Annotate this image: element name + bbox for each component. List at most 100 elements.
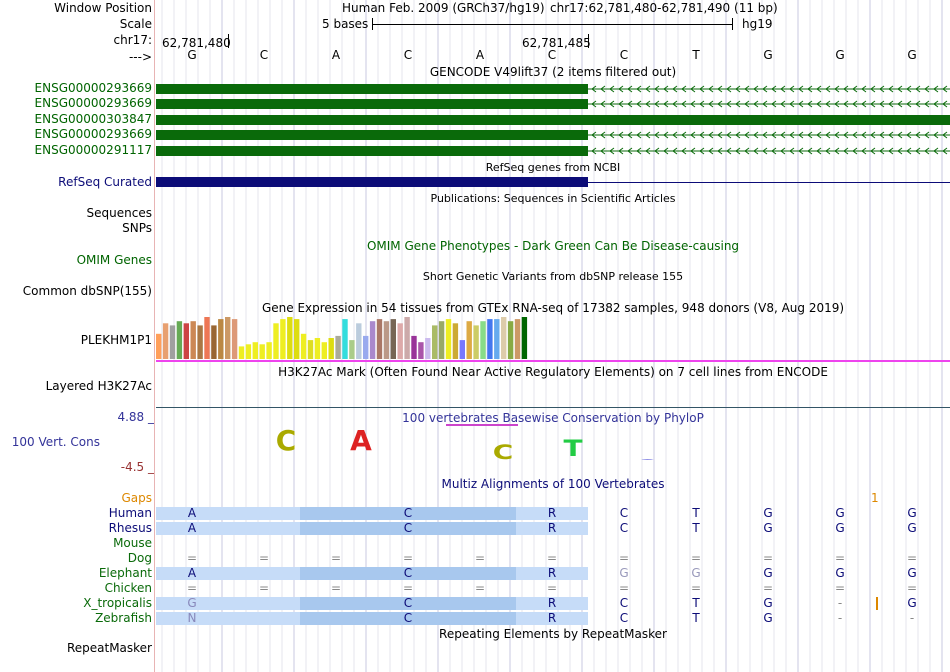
snps-label[interactable]: SNPs — [122, 221, 152, 235]
multiz-cell: G — [763, 521, 773, 535]
coord-right: 62,781,485 — [522, 36, 591, 50]
gtex-bar — [176, 321, 183, 359]
base-9: G — [835, 48, 845, 62]
gtex-bar — [507, 321, 514, 359]
refseq-gene-bar[interactable] — [156, 177, 588, 187]
gencode-item-label[interactable]: ENSG00000293669 — [34, 96, 152, 110]
dbsnp-label[interactable]: Common dbSNP(155) — [22, 284, 152, 298]
multiz-block-light — [516, 567, 588, 580]
multiz-cell: C — [403, 566, 413, 580]
track-label-border — [154, 0, 155, 672]
repeatmasker-label[interactable]: RepeatMasker — [66, 641, 152, 655]
gencode-item-label[interactable]: ENSG00000293669 — [34, 81, 152, 95]
repeatmasker-title[interactable]: Repeating Elements by RepeatMasker — [439, 627, 667, 641]
multiz-cell: A — [187, 506, 197, 520]
multiz-species-label[interactable]: Zebrafish — [95, 611, 152, 625]
base-2: A — [331, 48, 341, 62]
multiz-cell: C — [403, 596, 413, 610]
gencode-item-label[interactable]: ENSG00000293669 — [34, 127, 152, 141]
base-0: G — [187, 48, 197, 62]
multiz-cell: R — [547, 596, 557, 610]
assembly-text[interactable]: Human Feb. 2009 (GRCh37/hg19) — [342, 1, 545, 15]
omim-label[interactable]: OMIM Genes — [76, 253, 152, 267]
multiz-title[interactable]: Multiz Alignments of 100 Vertebrates — [441, 477, 665, 491]
multiz-block-light — [156, 522, 300, 535]
gtex-bar — [273, 323, 279, 359]
multiz-cell: R — [547, 521, 557, 535]
gencode-exon-bar[interactable] — [156, 130, 588, 140]
multiz-cell: = — [834, 581, 846, 595]
phylop-logo-letter: C — [276, 424, 297, 457]
gtex-bar — [521, 317, 528, 359]
multiz-cell: = — [546, 581, 558, 595]
multiz-cell: G — [691, 566, 701, 580]
h3k27ac-title[interactable]: H3K27Ac Mark (Often Found Near Active Re… — [278, 365, 828, 379]
phylop-logo: ACAGCTGT — [276, 424, 658, 460]
gencode-item-label[interactable]: ENSG00000291117 — [34, 143, 152, 157]
gencode-exon-bar[interactable] — [156, 115, 950, 125]
gtex-label[interactable]: PLEKHM1P1 — [80, 333, 152, 347]
refseq-intron-line — [588, 182, 950, 183]
multiz-cell: G — [619, 566, 629, 580]
gtex-bar — [204, 317, 210, 359]
gtex-bar — [294, 319, 300, 359]
gtex-bar — [404, 317, 410, 359]
phylop-title[interactable]: 100 vertebrates Basewise Conservation by… — [402, 411, 704, 425]
multiz-block-light — [156, 597, 300, 610]
gtex-bar — [390, 319, 396, 359]
multiz-cell: G — [763, 596, 773, 610]
multiz-cell: = — [402, 551, 414, 565]
gencode-exon-bar[interactable] — [156, 99, 588, 109]
publications-title[interactable]: Publications: Sequences in Scientific Ar… — [430, 192, 676, 205]
gtex-bar — [445, 319, 452, 359]
gtex-bar — [487, 319, 493, 359]
gencode-title[interactable]: GENCODE V49lift37 (2 items filtered out) — [429, 65, 677, 79]
gtex-bar — [307, 340, 314, 359]
gencode-exon-bar[interactable] — [156, 84, 588, 94]
multiz-cell: = — [258, 581, 270, 595]
gencode-item-label[interactable]: ENSG00000303847 — [34, 112, 152, 126]
gtex-title[interactable]: Gene Expression in 54 tissues from GTEx … — [261, 301, 845, 315]
gtex-bar — [218, 319, 224, 359]
multiz-cell: = — [690, 581, 702, 595]
multiz-cell: T — [692, 506, 700, 520]
multiz-species-label[interactable]: Rhesus — [108, 521, 152, 535]
dbsnp-title[interactable]: Short Genetic Variants from dbSNP releas… — [422, 270, 684, 283]
base-3: C — [403, 48, 413, 62]
multiz-cell: = — [762, 551, 774, 565]
multiz-species-label[interactable]: Dog — [127, 551, 152, 565]
multiz-cell: T — [692, 521, 700, 535]
gtex-bar-chart[interactable] — [156, 316, 536, 360]
gtex-bar — [183, 323, 189, 359]
scale-bar — [372, 24, 732, 25]
multiz-cell: = — [546, 551, 558, 565]
refseq-title[interactable]: RefSeq genes from NCBI — [485, 161, 621, 174]
multiz-cell: A — [187, 566, 197, 580]
gtex-bar — [300, 333, 307, 359]
multiz-cell: G — [907, 596, 917, 610]
base-7: T — [692, 48, 700, 62]
refseq-label[interactable]: RefSeq Curated — [58, 175, 152, 189]
multiz-species-label[interactable]: X_tropicalis — [83, 596, 152, 610]
multiz-cell: C — [403, 521, 413, 535]
multiz-cell: T — [692, 611, 700, 625]
multiz-species-label[interactable]: Chicken — [104, 581, 152, 595]
gtex-bar — [480, 321, 486, 359]
omim-title[interactable]: OMIM Gene Phenotypes - Dark Green Can Be… — [366, 239, 740, 253]
scale-text: 5 bases — [322, 17, 369, 31]
gtex-bar — [432, 325, 438, 359]
multiz-species-label[interactable]: Elephant — [98, 566, 152, 580]
gtex-bar — [473, 325, 479, 359]
multiz-cell: = — [258, 551, 270, 565]
sequences-label[interactable]: Sequences — [86, 206, 152, 220]
h3k27ac-label[interactable]: Layered H3K27Ac — [45, 379, 152, 393]
gaps-label[interactable]: Gaps — [121, 491, 152, 505]
phylop-label[interactable]: 100 Vert. Cons — [11, 435, 100, 449]
position-text[interactable]: chr17:62,781,480-62,781,490 (11 bp) — [550, 1, 778, 15]
gencode-exon-bar[interactable] — [156, 146, 588, 156]
multiz-species-label[interactable]: Mouse — [113, 536, 152, 550]
multiz-cell: G — [907, 566, 917, 580]
gtex-bar — [314, 338, 321, 359]
multiz-cell: - — [837, 611, 843, 625]
multiz-species-label[interactable]: Human — [108, 506, 152, 520]
